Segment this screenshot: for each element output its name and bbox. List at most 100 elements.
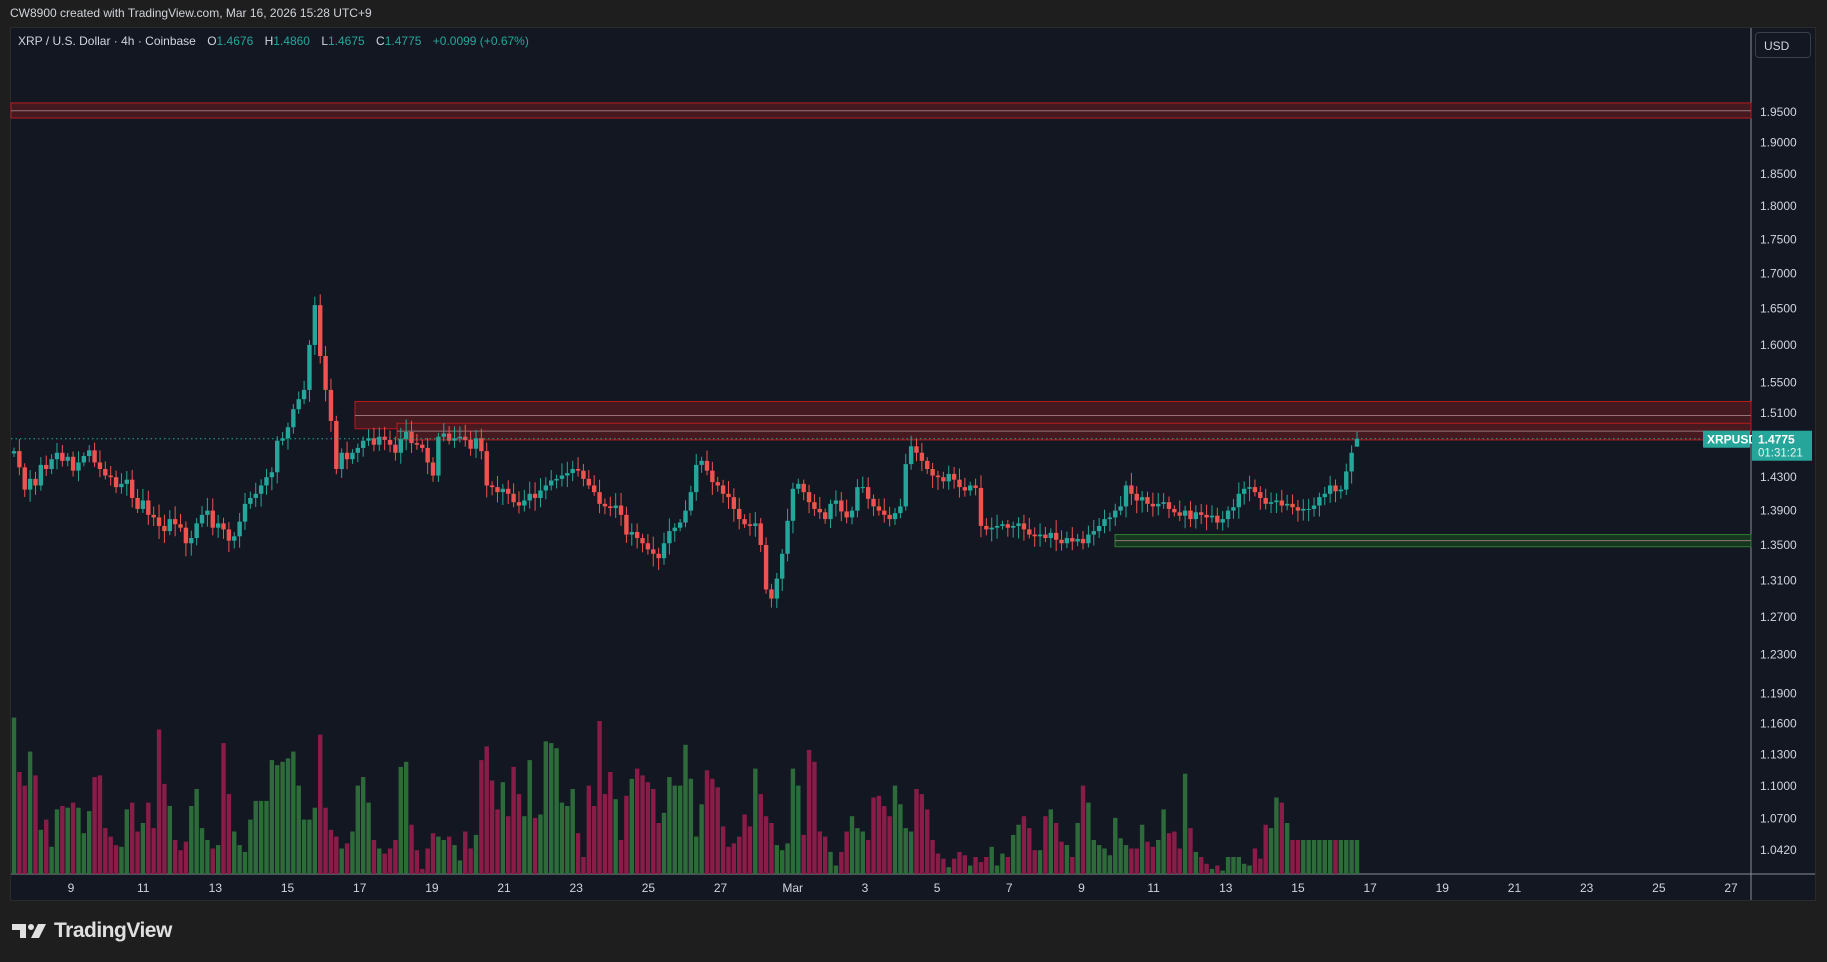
candle-body <box>1091 531 1096 535</box>
symbol-description[interactable]: XRP / U.S. Dollar · 4h · Coinbase <box>18 34 196 48</box>
candle-body <box>839 500 844 512</box>
candle-body <box>1188 510 1193 520</box>
candle-body <box>1016 523 1021 526</box>
volume-bar <box>527 760 532 874</box>
volume-bar <box>1134 848 1139 874</box>
candle-body <box>156 517 162 526</box>
time-tick-label: 13 <box>209 881 223 895</box>
volume-bar <box>1129 848 1134 874</box>
volume-bar <box>914 789 919 874</box>
candle-body <box>1284 503 1290 506</box>
candle-body <box>801 483 806 493</box>
volume-bar <box>1317 840 1322 874</box>
candle-body <box>1268 502 1274 504</box>
time-tick-label: 21 <box>1508 881 1522 895</box>
candle-body <box>994 525 1000 528</box>
candle-body <box>194 523 199 539</box>
volume-bar <box>473 834 479 874</box>
volume-bar <box>1177 848 1182 874</box>
currency-button[interactable]: USD <box>1755 32 1811 58</box>
volume-bar <box>189 806 194 874</box>
time-tick-label: 27 <box>714 881 728 895</box>
candle-body <box>135 497 140 509</box>
candle-body <box>285 427 291 439</box>
price-tick-label: 1.7500 <box>1760 232 1797 246</box>
volume-bar <box>849 816 855 874</box>
volume-bar <box>1048 809 1053 874</box>
volume-bar <box>591 806 597 874</box>
candle-body <box>473 438 479 449</box>
candle-body <box>1123 485 1129 507</box>
volume-bar <box>253 800 258 874</box>
volume-bar <box>1059 841 1064 874</box>
candle-body <box>737 508 742 520</box>
price-tick-label: 1.3500 <box>1760 538 1797 552</box>
candle-body <box>726 493 731 498</box>
volume-bar <box>226 794 232 874</box>
candle-body <box>242 503 248 522</box>
candle-body <box>613 505 618 509</box>
candle-body <box>581 470 586 479</box>
candle-body <box>919 452 925 461</box>
candle-body <box>1241 488 1247 494</box>
volume-bar <box>1284 823 1290 874</box>
candle-body <box>704 460 710 471</box>
volume-bar <box>962 855 968 874</box>
candle-body <box>1096 525 1102 532</box>
volume-bar <box>328 829 334 874</box>
volume-bar <box>710 778 715 874</box>
volume-bar <box>242 851 248 874</box>
candle-body <box>312 305 318 345</box>
volume-bar <box>1306 840 1311 874</box>
time-tick-label: 21 <box>497 881 511 895</box>
candle-body <box>1075 538 1080 542</box>
volume-bar <box>742 814 747 874</box>
candle-body <box>624 514 629 535</box>
volume-bar <box>1258 858 1263 874</box>
candle-body <box>1059 539 1064 544</box>
volume-bar <box>796 785 801 874</box>
volume-bar <box>608 772 613 874</box>
time-tick-label: 5 <box>934 881 941 895</box>
candle-body <box>1080 538 1086 544</box>
volume-bar <box>280 761 285 874</box>
volume-bar <box>215 845 221 874</box>
candle-body <box>769 589 774 599</box>
volume-bar <box>1107 855 1113 874</box>
candle-body <box>532 493 538 498</box>
volume-bar <box>1010 834 1016 874</box>
volume-bar <box>393 840 398 874</box>
volume-bar <box>323 807 328 874</box>
price-tick-label: 1.5100 <box>1760 406 1797 420</box>
candle-body <box>699 460 704 465</box>
volume-bar <box>822 836 828 874</box>
volume-bar <box>1037 850 1043 874</box>
volume-bar <box>683 744 688 874</box>
candle-body <box>527 493 532 501</box>
volume-bar <box>1032 850 1037 874</box>
candle-body <box>1252 487 1258 493</box>
candle-body <box>189 538 194 544</box>
volume-bar <box>801 834 806 874</box>
volume-bar <box>506 816 511 874</box>
volume-bar <box>344 843 350 874</box>
candle-body <box>549 480 554 486</box>
volume-bar <box>301 819 307 874</box>
candle-body <box>54 452 60 460</box>
candle-body <box>1113 510 1118 518</box>
candle-body <box>237 521 242 537</box>
volume-bar <box>860 831 865 874</box>
candle-body <box>425 447 430 463</box>
candle-body <box>248 497 253 504</box>
price-tick-label: 1.6000 <box>1760 338 1797 352</box>
volume-bar <box>22 785 27 874</box>
candle-body <box>124 479 130 484</box>
candle-body <box>17 451 22 468</box>
candle-body <box>436 436 441 476</box>
time-tick-label: 3 <box>862 881 869 895</box>
volume-bar <box>758 794 763 874</box>
tradingview-logo[interactable]: TradingView <box>12 919 172 943</box>
logo-text: TradingView <box>54 919 172 942</box>
candle-body <box>1231 507 1236 511</box>
